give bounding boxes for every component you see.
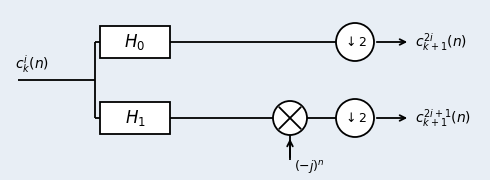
Bar	[100, 102, 170, 134]
Text: $c_k^i(n)$: $c_k^i(n)$	[15, 53, 49, 75]
Text: $H_0$: $H_0$	[124, 32, 146, 52]
Text: $\downarrow$2: $\downarrow$2	[343, 35, 367, 49]
Text: $\downarrow$2: $\downarrow$2	[343, 111, 367, 125]
Text: $c_{k+1}^{2i}(n)$: $c_{k+1}^{2i}(n)$	[415, 31, 467, 53]
Circle shape	[336, 99, 374, 137]
Bar	[100, 26, 170, 58]
Circle shape	[273, 101, 307, 135]
Text: $(-j)^n$: $(-j)^n$	[294, 158, 325, 175]
Text: $c_{k+1}^{2i+1}(n)$: $c_{k+1}^{2i+1}(n)$	[415, 107, 471, 129]
Text: $H_1$: $H_1$	[124, 108, 146, 128]
Circle shape	[336, 23, 374, 61]
